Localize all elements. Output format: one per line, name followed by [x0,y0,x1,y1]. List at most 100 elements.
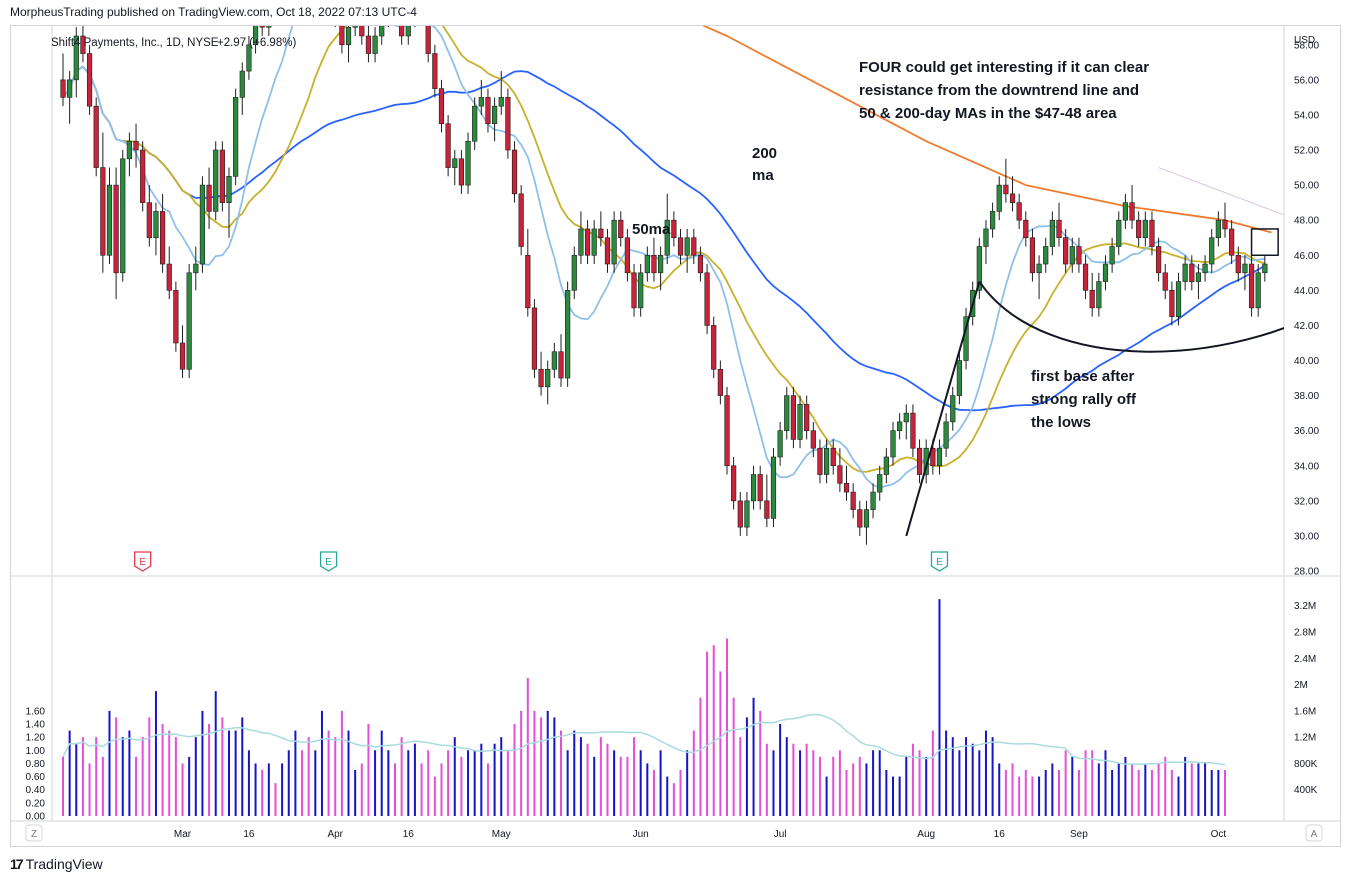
candle [784,386,790,440]
candle-body [93,105,99,168]
candle-body [365,35,372,54]
candle-body [80,35,86,54]
candle [246,36,252,80]
volume-bar [440,763,443,816]
candle [1069,237,1075,273]
volume-bar [201,710,204,816]
price-tick-label: 46.00 [1294,251,1319,262]
zoom-left-button[interactable]: Z [25,824,43,842]
tradingview-logo-icon: 17 [10,856,24,872]
candle [578,211,584,265]
candle-body [1162,272,1168,291]
candle [93,97,99,177]
drawings [905,167,1284,537]
candle [744,492,750,536]
candle [996,176,1002,221]
candle [1195,264,1202,300]
volume-bar [394,763,396,816]
volume-bar [872,750,875,816]
candle [883,448,889,484]
candle [153,202,159,256]
candle-body [246,44,252,72]
candle-body [817,447,823,475]
price-tick-label: 30.00 [1294,531,1319,542]
volume-bar [1038,776,1041,816]
candle-body [1182,263,1188,282]
candle [757,465,763,510]
price-tick-label: 58.00 [1294,40,1319,51]
candle-body [120,158,126,274]
candle [1182,255,1188,291]
candle-body [757,474,763,502]
volume-bar [374,750,377,816]
volume-bar [513,724,516,816]
volume-bar [181,763,184,816]
candle [1043,237,1049,273]
candle-body [339,26,345,46]
price-tick-label: 34.00 [1294,461,1319,472]
volume-bar [1064,750,1067,816]
earnings-marker[interactable]: E [319,551,338,572]
volume-bar [865,763,868,816]
candle [598,211,604,247]
volume-bar [360,763,363,816]
candle [810,421,816,457]
volume-bar [1224,770,1226,816]
candle [545,360,551,405]
volume-bar [759,710,762,816]
candle [259,26,265,36]
candle-body [233,97,239,177]
candle [399,26,405,45]
candle-body [684,237,690,256]
volume-bar [387,750,390,816]
earnings-marker-label: E [139,557,146,568]
volume-bar [81,737,84,816]
candle [604,228,611,273]
candle-body [857,509,863,528]
candle [1169,281,1175,326]
candle [731,456,737,510]
candle [724,386,730,475]
candle [206,167,212,229]
candle-body [252,26,259,46]
price-chart[interactable]: USD 28.00 30.00 32.00 34.00 36.00 38.00 40.00 42… [11,26,1340,846]
candle-body [458,158,465,186]
volume-bar [540,717,543,816]
tradingview-brand[interactable]: 17 TradingView [10,856,103,872]
volume-left-tick-label: 0.20 [26,798,46,809]
candle [372,27,378,63]
volume-bar [267,763,270,816]
earnings-marker[interactable]: E [134,551,152,572]
volume-bar [168,730,171,816]
candle-body [1189,263,1195,282]
volume-bar [1150,770,1153,816]
volume-bar [1131,763,1134,816]
volume-bar [62,756,64,816]
candle-body [711,325,717,370]
base-note-line-2: strong rally off [1031,391,1137,408]
volume-bar [978,750,981,816]
volume-bar [1044,770,1047,816]
candle [1082,255,1089,300]
candle [657,246,664,291]
price-tick-label: 40.00 [1294,356,1319,367]
candle-body [432,53,438,89]
volume-bar [526,678,529,816]
volume-bar [188,756,191,816]
volume-left-tick-label: 0.80 [26,759,46,770]
base-note-line-3: the lows [1031,414,1091,431]
candle [387,26,389,28]
candle-body [764,500,770,519]
candle-body [1175,281,1182,317]
volume-bar [334,737,337,816]
candle-body [1029,237,1036,274]
candle-body [638,272,644,309]
earnings-marker[interactable]: E [930,551,949,572]
candle-body [983,228,989,247]
candle [1248,255,1255,317]
legend-symbol[interactable]: Shift4 Payments, Inc., 1D, NYSE [51,37,219,49]
volume-bar [838,750,841,816]
time-tick-label: May [492,829,511,840]
zoom-right-button[interactable]: A [1305,824,1323,842]
